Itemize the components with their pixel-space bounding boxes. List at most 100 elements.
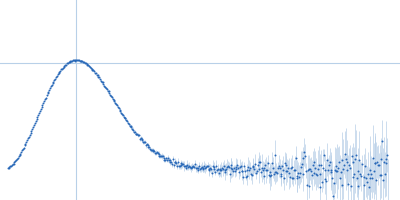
Point <box>214 169 220 172</box>
Point <box>282 163 289 167</box>
Point <box>183 165 190 168</box>
Point <box>378 157 384 161</box>
Point <box>382 173 388 176</box>
Point <box>108 94 114 97</box>
Point <box>218 168 224 171</box>
Point <box>172 160 179 163</box>
Point <box>83 63 90 66</box>
Point <box>219 166 225 169</box>
Point <box>118 111 124 114</box>
Point <box>300 173 307 176</box>
Point <box>258 170 264 174</box>
Point <box>59 67 65 70</box>
Point <box>53 76 59 79</box>
Point <box>69 59 75 62</box>
Point <box>50 80 57 83</box>
Point <box>327 168 334 171</box>
Point <box>5 166 12 169</box>
Point <box>370 157 376 160</box>
Point <box>107 93 114 97</box>
Point <box>260 175 267 178</box>
Point <box>276 167 283 170</box>
Point <box>182 164 188 167</box>
Point <box>199 167 206 170</box>
Point <box>132 132 139 136</box>
Point <box>202 166 208 170</box>
Point <box>329 176 336 179</box>
Point <box>122 117 128 120</box>
Point <box>222 170 229 174</box>
Point <box>368 172 374 176</box>
Point <box>370 169 377 172</box>
Point <box>298 165 304 168</box>
Point <box>28 129 35 132</box>
Point <box>97 78 103 81</box>
Point <box>100 81 106 84</box>
Point <box>93 72 99 75</box>
Point <box>286 172 292 175</box>
Point <box>7 165 14 168</box>
Point <box>38 105 45 108</box>
Point <box>363 176 369 180</box>
Point <box>215 168 221 171</box>
Point <box>342 157 349 160</box>
Point <box>326 160 333 163</box>
Point <box>344 168 350 172</box>
Point <box>130 128 136 131</box>
Point <box>359 162 365 166</box>
Point <box>276 164 282 168</box>
Point <box>144 143 150 146</box>
Point <box>100 82 107 85</box>
Point <box>27 132 34 135</box>
Point <box>48 85 54 88</box>
Point <box>250 166 257 169</box>
Point <box>226 173 233 176</box>
Point <box>211 165 218 169</box>
Point <box>241 165 247 168</box>
Point <box>172 160 178 163</box>
Point <box>32 122 38 125</box>
Point <box>169 163 175 166</box>
Point <box>197 168 203 171</box>
Point <box>13 159 19 162</box>
Point <box>220 165 227 168</box>
Point <box>43 96 49 99</box>
Point <box>72 58 79 62</box>
Point <box>220 167 226 171</box>
Point <box>4 166 11 169</box>
Point <box>109 96 115 99</box>
Point <box>39 103 46 107</box>
Point <box>299 157 306 160</box>
Point <box>154 152 161 155</box>
Point <box>301 150 308 153</box>
Point <box>195 166 202 169</box>
Point <box>315 167 321 170</box>
Point <box>233 168 240 171</box>
Point <box>16 155 22 158</box>
Point <box>78 59 85 62</box>
Point <box>196 165 202 168</box>
Point <box>11 160 18 164</box>
Point <box>311 171 318 175</box>
Point <box>44 94 50 97</box>
Point <box>287 176 293 179</box>
Point <box>125 121 131 124</box>
Point <box>41 100 47 103</box>
Point <box>244 169 251 172</box>
Point <box>232 169 238 172</box>
Point <box>216 171 222 174</box>
Point <box>269 161 275 165</box>
Point <box>124 119 130 122</box>
Point <box>151 149 158 152</box>
Point <box>207 166 214 170</box>
Point <box>228 163 234 166</box>
Point <box>90 69 96 72</box>
Point <box>338 170 344 174</box>
Point <box>277 173 284 176</box>
Point <box>266 174 272 177</box>
Point <box>349 175 356 178</box>
Point <box>340 167 346 171</box>
Point <box>48 83 55 86</box>
Point <box>201 165 208 168</box>
Point <box>73 58 80 61</box>
